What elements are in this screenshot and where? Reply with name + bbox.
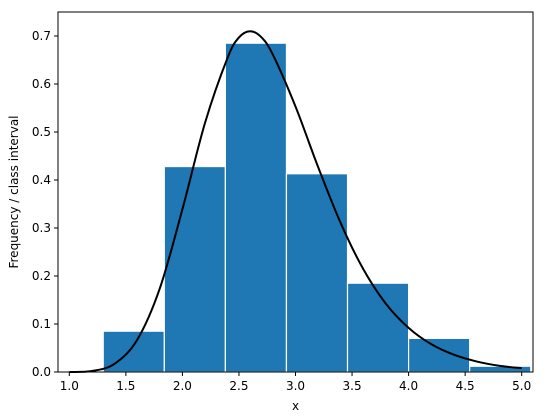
density-curve [69, 30, 522, 373]
x-tick-label: 1.5 [116, 379, 135, 393]
y-tick-label: 0.1 [32, 317, 51, 331]
y-tick-label: 0.7 [32, 29, 51, 43]
x-tick-label: 4.5 [456, 379, 475, 393]
x-tick-label: 5.0 [512, 379, 531, 393]
y-tick-label: 0.3 [32, 221, 51, 235]
x-tick-label: 3.0 [286, 379, 305, 393]
y-axis-label: Frequency / class interval [7, 115, 21, 268]
y-axis-ticks: 0.0 0.1 0.2 0.3 0.4 0.5 0.6 0.7 [32, 29, 58, 379]
histogram-bar-3 [224, 42, 288, 373]
histogram-bar-2 [163, 165, 226, 373]
x-axis-label: x [292, 399, 299, 413]
x-tick-label: 4.0 [399, 379, 418, 393]
y-tick-label: 0.4 [32, 173, 51, 187]
histogram-bar-6 [407, 337, 471, 373]
y-tick-label: 0.2 [32, 269, 51, 283]
x-axis-ticks: 1.0 1.5 2.0 2.5 3.0 3.5 4.0 4.5 5.0 [60, 372, 531, 393]
x-tick-label: 1.0 [60, 379, 79, 393]
histogram-bar-4 [285, 173, 349, 373]
x-tick-label: 3.5 [343, 379, 362, 393]
y-tick-label: 0.0 [32, 365, 51, 379]
histogram-bar-5 [346, 282, 410, 373]
histogram-bars [102, 42, 532, 373]
y-tick-label: 0.6 [32, 77, 51, 91]
y-tick-label: 0.5 [32, 125, 51, 139]
x-tick-label: 2.5 [229, 379, 248, 393]
x-tick-label: 2.0 [173, 379, 192, 393]
